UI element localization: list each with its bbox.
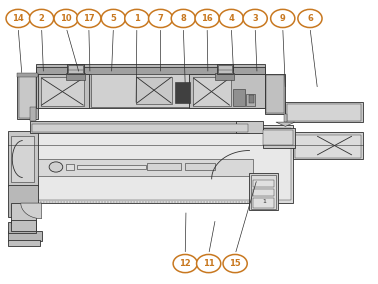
Circle shape <box>195 9 219 28</box>
Bar <box>38 159 253 176</box>
Text: 5: 5 <box>110 14 116 23</box>
Bar <box>38 74 89 108</box>
Bar <box>249 95 254 103</box>
Bar <box>246 94 255 106</box>
Circle shape <box>54 9 78 28</box>
Circle shape <box>219 9 243 28</box>
Bar <box>30 121 249 133</box>
Bar <box>8 240 40 246</box>
Bar <box>36 125 293 203</box>
Bar <box>41 77 84 106</box>
Bar <box>36 64 265 108</box>
Bar <box>295 135 361 158</box>
Bar <box>284 114 287 122</box>
Bar <box>11 203 36 223</box>
Bar <box>67 64 84 74</box>
Bar <box>251 175 276 209</box>
Text: 17: 17 <box>83 14 94 23</box>
Bar <box>136 77 172 104</box>
Text: 11: 11 <box>203 259 215 268</box>
Text: 4: 4 <box>228 14 234 23</box>
Bar <box>32 124 248 132</box>
Bar <box>215 73 234 80</box>
Bar <box>233 89 245 106</box>
Bar <box>193 77 231 106</box>
Bar <box>91 74 189 106</box>
Text: 2: 2 <box>39 14 45 23</box>
Bar <box>263 130 293 145</box>
Circle shape <box>243 9 267 28</box>
Bar <box>266 75 284 113</box>
Circle shape <box>173 254 197 273</box>
Bar <box>8 222 36 233</box>
Bar <box>175 82 190 103</box>
Circle shape <box>298 9 322 28</box>
Bar <box>287 104 361 121</box>
Bar <box>189 74 265 108</box>
Text: 14: 14 <box>12 14 24 23</box>
Bar <box>253 189 274 196</box>
Bar <box>17 73 38 77</box>
Bar <box>19 75 36 118</box>
Text: 7: 7 <box>158 14 164 23</box>
Bar <box>185 163 215 170</box>
Circle shape <box>6 9 30 28</box>
Circle shape <box>125 9 149 28</box>
Bar <box>147 163 181 170</box>
Bar <box>66 73 85 80</box>
Circle shape <box>101 9 125 28</box>
Polygon shape <box>21 203 42 219</box>
Polygon shape <box>276 122 295 126</box>
Circle shape <box>171 9 195 28</box>
Bar <box>8 131 38 186</box>
Text: 10: 10 <box>60 14 72 23</box>
Bar <box>77 165 146 169</box>
Bar <box>36 67 265 74</box>
Circle shape <box>77 9 101 28</box>
Text: 6: 6 <box>307 14 313 23</box>
Bar <box>285 102 363 122</box>
Bar <box>66 164 74 170</box>
Text: 3: 3 <box>252 14 258 23</box>
Bar <box>68 65 83 73</box>
Bar <box>11 220 36 231</box>
Bar <box>218 65 232 73</box>
Bar <box>249 173 278 210</box>
Circle shape <box>49 162 63 172</box>
Text: 1: 1 <box>262 199 266 204</box>
Bar <box>11 136 34 182</box>
Circle shape <box>223 254 247 273</box>
Text: 12: 12 <box>179 259 191 268</box>
Bar <box>30 106 36 121</box>
Bar <box>38 128 291 200</box>
Bar <box>253 198 274 208</box>
Text: 1: 1 <box>134 14 140 23</box>
Bar <box>8 185 38 217</box>
Bar <box>17 74 38 119</box>
Circle shape <box>197 254 221 273</box>
Bar <box>217 64 233 74</box>
Bar <box>253 180 274 187</box>
Bar <box>236 121 263 133</box>
Bar <box>293 132 363 159</box>
Bar <box>263 128 295 148</box>
Text: 8: 8 <box>180 14 186 23</box>
Text: 16: 16 <box>201 14 213 23</box>
Circle shape <box>29 9 54 28</box>
Circle shape <box>271 9 295 28</box>
Circle shape <box>149 9 173 28</box>
Text: 9: 9 <box>280 14 286 23</box>
Bar <box>8 231 42 241</box>
Bar <box>265 74 285 114</box>
Text: 15: 15 <box>229 259 241 268</box>
